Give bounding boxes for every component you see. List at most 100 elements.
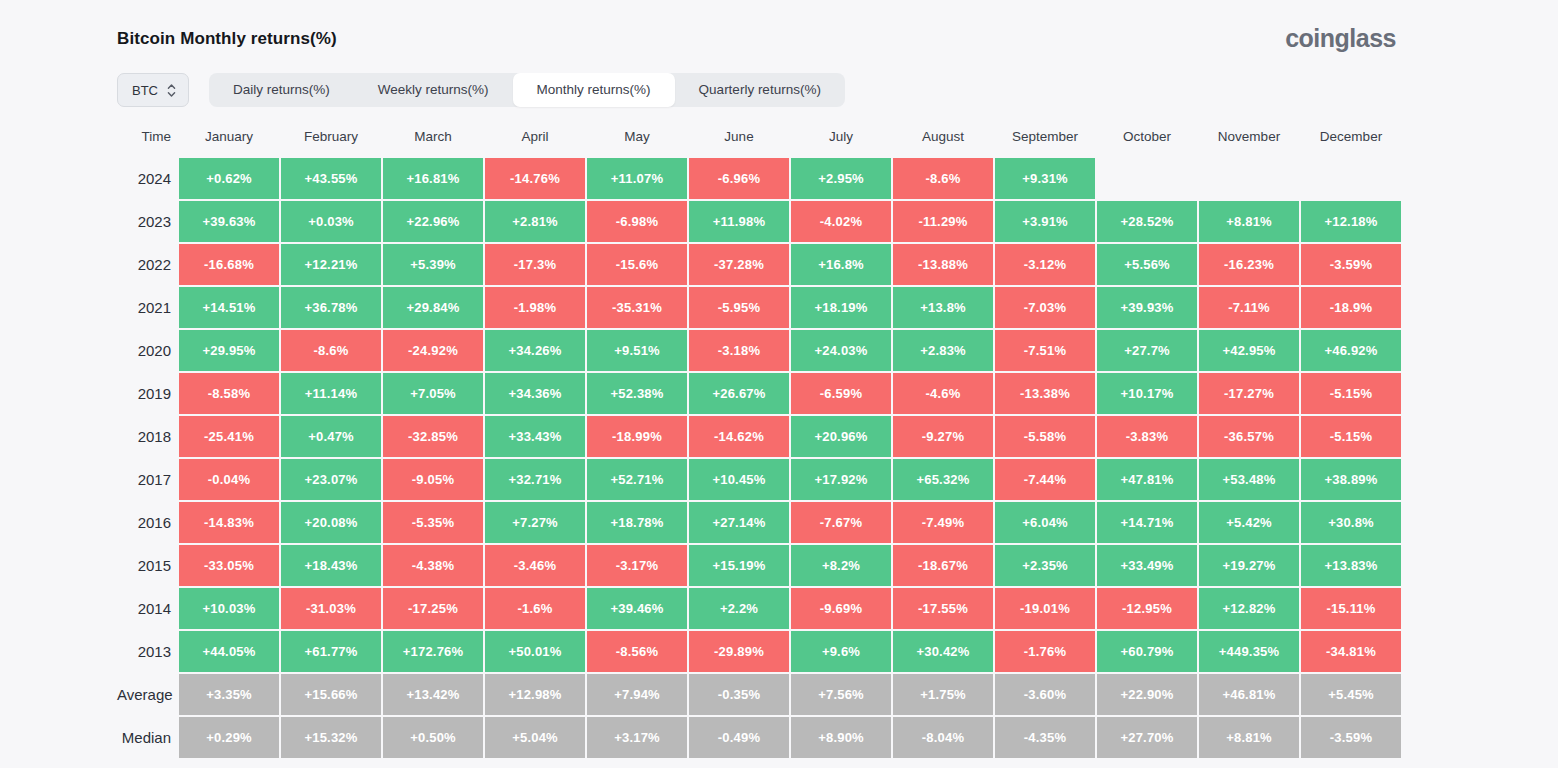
- return-cell: -3.18%: [689, 330, 789, 371]
- return-cell: -3.59%: [1301, 244, 1401, 285]
- return-cell: +34.26%: [485, 330, 585, 371]
- table-row: 2017-0.04%+23.07%-9.05%+32.71%+52.71%+10…: [117, 459, 1558, 500]
- row-label: 2013: [117, 643, 179, 660]
- month-column-header: August: [893, 129, 993, 144]
- month-column-header: January: [179, 129, 279, 144]
- month-column-header: October: [1097, 129, 1197, 144]
- return-cell: -0.04%: [179, 459, 279, 500]
- month-column-header: December: [1301, 129, 1401, 144]
- return-cell: +19.27%: [1199, 545, 1299, 586]
- return-cell: +38.89%: [1301, 459, 1401, 500]
- return-cell: +22.90%: [1097, 674, 1197, 715]
- return-cell: +52.38%: [587, 373, 687, 414]
- return-cell: -13.88%: [893, 244, 993, 285]
- tab-daily-returns[interactable]: Daily returns(%): [209, 73, 354, 107]
- table-row: 2021+14.51%+36.78%+29.84%-1.98%-35.31%-5…: [117, 287, 1558, 328]
- return-cell: -8.6%: [893, 158, 993, 199]
- return-cell: +36.78%: [281, 287, 381, 328]
- return-cell: -6.59%: [791, 373, 891, 414]
- return-cell: -29.89%: [689, 631, 789, 672]
- return-cell: +0.62%: [179, 158, 279, 199]
- return-cell: +13.8%: [893, 287, 993, 328]
- return-cell: -25.41%: [179, 416, 279, 457]
- return-cell: +15.66%: [281, 674, 381, 715]
- row-label: 2020: [117, 342, 179, 359]
- tab-quarterly-returns[interactable]: Quarterly returns(%): [675, 73, 845, 107]
- return-cell: +33.49%: [1097, 545, 1197, 586]
- symbol-select[interactable]: BTC: [117, 73, 189, 107]
- return-cell: +10.45%: [689, 459, 789, 500]
- return-cell: +60.79%: [1097, 631, 1197, 672]
- return-cell: +20.08%: [281, 502, 381, 543]
- month-column-header: February: [281, 129, 381, 144]
- month-column-header: June: [689, 129, 789, 144]
- month-column-header: November: [1199, 129, 1299, 144]
- return-cell: +3.35%: [179, 674, 279, 715]
- return-cell: +0.03%: [281, 201, 381, 242]
- return-cell: -7.51%: [995, 330, 1095, 371]
- return-cell: -8.56%: [587, 631, 687, 672]
- return-cell: +8.81%: [1199, 201, 1299, 242]
- return-cell: -3.17%: [587, 545, 687, 586]
- row-label: 2014: [117, 600, 179, 617]
- controls-bar: BTC Daily returns(%) Weekly returns(%) M…: [117, 73, 1558, 107]
- return-cell: +46.81%: [1199, 674, 1299, 715]
- table-row: Average+3.35%+15.66%+13.42%+12.98%+7.94%…: [117, 674, 1558, 715]
- return-cell: +172.76%: [383, 631, 483, 672]
- row-label: 2024: [117, 170, 179, 187]
- return-cell: +8.2%: [791, 545, 891, 586]
- return-cell: +30.8%: [1301, 502, 1401, 543]
- return-cell: +22.96%: [383, 201, 483, 242]
- month-column-header: May: [587, 129, 687, 144]
- return-cell: -9.27%: [893, 416, 993, 457]
- return-cell: +28.52%: [1097, 201, 1197, 242]
- return-cell: +16.81%: [383, 158, 483, 199]
- return-cell: +29.95%: [179, 330, 279, 371]
- return-cell: -17.25%: [383, 588, 483, 629]
- return-cell: +27.70%: [1097, 717, 1197, 758]
- return-cell: +13.42%: [383, 674, 483, 715]
- return-cell: +39.63%: [179, 201, 279, 242]
- return-cell: +29.84%: [383, 287, 483, 328]
- return-cell: +3.17%: [587, 717, 687, 758]
- return-cell: -1.76%: [995, 631, 1095, 672]
- return-cell: +39.93%: [1097, 287, 1197, 328]
- return-cell: -14.62%: [689, 416, 789, 457]
- row-label: 2016: [117, 514, 179, 531]
- tab-monthly-returns[interactable]: Monthly returns(%): [513, 73, 675, 107]
- return-cell: -14.83%: [179, 502, 279, 543]
- return-cell: -24.92%: [383, 330, 483, 371]
- row-label: 2021: [117, 299, 179, 316]
- return-cell: +15.19%: [689, 545, 789, 586]
- return-cell: +2.35%: [995, 545, 1095, 586]
- return-cell: -18.99%: [587, 416, 687, 457]
- return-cell: -7.03%: [995, 287, 1095, 328]
- return-cell: +27.7%: [1097, 330, 1197, 371]
- return-cell: -5.95%: [689, 287, 789, 328]
- return-cell: +17.92%: [791, 459, 891, 500]
- return-cell: -3.12%: [995, 244, 1095, 285]
- return-cell: -32.85%: [383, 416, 483, 457]
- table-row: 2019-8.58%+11.14%+7.05%+34.36%+52.38%+26…: [117, 373, 1558, 414]
- return-cell: +32.71%: [485, 459, 585, 500]
- return-cell: +27.14%: [689, 502, 789, 543]
- return-cell: -18.9%: [1301, 287, 1401, 328]
- return-cell: +7.56%: [791, 674, 891, 715]
- row-label: 2019: [117, 385, 179, 402]
- return-cell: +39.46%: [587, 588, 687, 629]
- return-cell: +12.98%: [485, 674, 585, 715]
- return-cell: +14.71%: [1097, 502, 1197, 543]
- return-cell: -7.67%: [791, 502, 891, 543]
- return-cell: -17.3%: [485, 244, 585, 285]
- return-cell: +18.19%: [791, 287, 891, 328]
- table-row: 2016-14.83%+20.08%-5.35%+7.27%+18.78%+27…: [117, 502, 1558, 543]
- return-cell: -0.49%: [689, 717, 789, 758]
- return-cell: -17.27%: [1199, 373, 1299, 414]
- tab-weekly-returns[interactable]: Weekly returns(%): [354, 73, 513, 107]
- table-row: 2023+39.63%+0.03%+22.96%+2.81%-6.98%+11.…: [117, 201, 1558, 242]
- page-title: Bitcoin Monthly returns(%): [117, 29, 337, 49]
- return-cell: -5.58%: [995, 416, 1095, 457]
- time-column-header: Time: [117, 129, 179, 144]
- return-cell: -4.02%: [791, 201, 891, 242]
- table-row: Median+0.29%+15.32%+0.50%+5.04%+3.17%-0.…: [117, 717, 1558, 758]
